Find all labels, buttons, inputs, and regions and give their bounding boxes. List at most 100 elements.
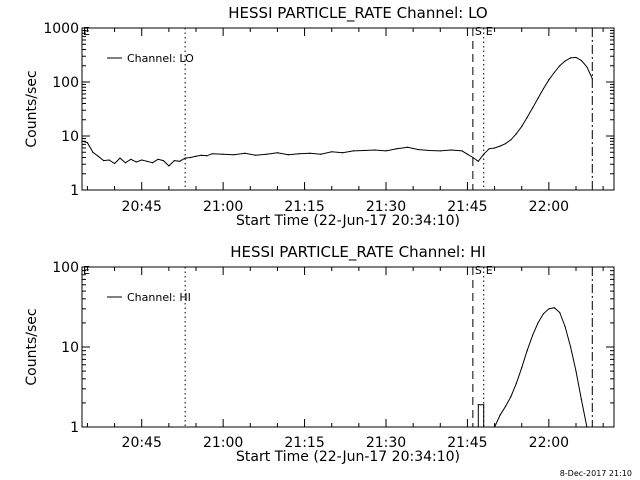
x-tick-label: 21:30: [366, 435, 406, 451]
y-tick-label: 1: [70, 420, 79, 436]
edge-marker-label: E: [83, 25, 90, 38]
series-line: [477, 307, 588, 428]
series-line: [81, 56, 593, 167]
data-point: [168, 165, 170, 167]
data-point: [97, 155, 99, 157]
data-point: [553, 71, 555, 74]
data-point: [569, 346, 572, 348]
data-point: [124, 162, 127, 164]
chart-title: HESSI PARTICLE_RATE Channel: HI: [230, 243, 486, 262]
data-point: [151, 162, 154, 164]
data-point: [521, 367, 523, 369]
data-point: [428, 149, 431, 152]
data-point: [92, 151, 94, 153]
x-tick-label: 21:15: [284, 199, 324, 215]
plot-frame: [81, 27, 615, 191]
data-point: [146, 160, 148, 162]
data-point: [119, 157, 121, 159]
x-tick-label: 20:45: [122, 199, 162, 215]
data-point: [396, 148, 398, 150]
data-point: [157, 158, 159, 160]
data-point: [86, 142, 89, 144]
time-marker-label: S: [475, 264, 482, 277]
chart-panel-1: HESSI PARTICLE_RATE Channel: LO 1 10 100 100…: [24, 4, 615, 229]
data-point: [483, 404, 485, 406]
data-point: [461, 150, 463, 152]
data-point: [189, 156, 192, 159]
data-point: [244, 152, 246, 154]
data-point: [504, 405, 507, 408]
data-point: [472, 156, 474, 159]
data-point: [531, 107, 534, 109]
x-tick-label: 21:15: [284, 435, 324, 451]
data-point: [575, 56, 577, 59]
y-tick-label: 1: [70, 183, 79, 199]
data-point: [385, 150, 387, 152]
x-tick-label: 21:45: [447, 435, 487, 451]
data-point: [439, 150, 441, 152]
data-point: [81, 140, 83, 142]
data-point: [521, 125, 523, 128]
x-tick-label: 21:30: [366, 199, 406, 215]
time-marker-label: E: [486, 25, 493, 38]
data-point: [363, 149, 365, 152]
data-point: [135, 161, 137, 163]
data-point: [499, 145, 501, 147]
data-point: [586, 66, 588, 68]
data-point: [580, 59, 583, 62]
data-point: [488, 148, 490, 150]
generation-timestamp: 8-Dec-2017 21:10: [559, 469, 632, 478]
x-tick-label: 22:00: [529, 199, 569, 215]
data-point: [483, 153, 485, 155]
data-point: [287, 154, 289, 156]
data-point: [195, 155, 197, 157]
data-point: [466, 153, 469, 155]
data-point: [591, 78, 593, 80]
data-point: [477, 426, 479, 428]
data-point: [526, 116, 528, 119]
data-point: [477, 160, 479, 162]
y-tick-label: 100: [52, 75, 79, 91]
data-point: [553, 307, 555, 309]
data-point: [407, 146, 409, 148]
y-axis-label: Counts/sec: [24, 70, 40, 147]
data-point: [537, 322, 539, 324]
data-point: [352, 150, 355, 152]
data-point: [542, 313, 545, 315]
data-point: [504, 143, 507, 145]
chart-panel-2: HESSI PARTICLE_RATE Channel: HI 1 10 100 Cou…: [24, 243, 615, 465]
legend-label: Channel: LO: [127, 52, 194, 65]
data-point: [255, 154, 257, 156]
x-axis-label: Start Time (22-Jun-17 20:34:10): [236, 213, 460, 229]
data-point: [542, 88, 545, 90]
data-point: [374, 149, 376, 151]
data-point: [162, 160, 165, 162]
data-point: [184, 157, 186, 159]
data-point: [537, 97, 539, 99]
data-point: [108, 159, 110, 161]
data-point: [320, 153, 322, 155]
x-tick-label: 20:45: [122, 435, 162, 451]
data-point: [417, 148, 420, 151]
data-point: [130, 158, 132, 160]
legend-label: Channel: HI: [127, 291, 191, 304]
y-axis-label: Counts/sec: [24, 308, 40, 385]
data-point: [141, 159, 143, 161]
data-point: [173, 160, 175, 162]
data-point: [493, 147, 496, 149]
data-point: [580, 399, 583, 401]
data-point: [179, 160, 181, 162]
x-axis-label: Start Time (22-Jun-17 20:34:10): [236, 449, 460, 465]
data-point: [499, 414, 501, 416]
data-point: [298, 153, 300, 155]
data-point: [265, 153, 268, 155]
data-point: [548, 308, 550, 310]
data-point: [331, 151, 333, 153]
x-tick-label: 21:00: [203, 199, 243, 215]
data-point: [510, 139, 512, 141]
data-point: [569, 57, 572, 59]
data-point: [103, 160, 105, 162]
y-tick-label: 10: [61, 129, 79, 145]
data-point: [515, 133, 517, 135]
